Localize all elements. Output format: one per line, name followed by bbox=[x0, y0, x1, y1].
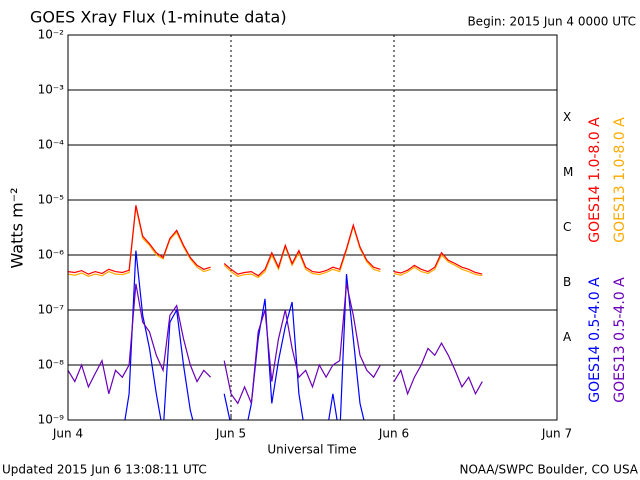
x-tick-label: Jun 6 bbox=[378, 427, 409, 441]
series-line bbox=[68, 205, 483, 277]
subtitle: Begin: 2015 Jun 4 0000 UTC bbox=[467, 15, 636, 29]
plot-lines bbox=[68, 205, 483, 420]
y-tick-label: 10⁻⁷ bbox=[38, 303, 65, 317]
y-tick-label: 10⁻⁴ bbox=[38, 138, 65, 152]
x-axis-label: Universal Time bbox=[267, 443, 356, 457]
flare-class-label: X bbox=[563, 110, 571, 124]
y-axis-label: Watts m⁻² bbox=[8, 187, 27, 268]
legend-entry: GOES14 1.0-8.0 A bbox=[587, 117, 603, 243]
flare-class-label: C bbox=[563, 220, 571, 234]
y-tick-label: 10⁻⁹ bbox=[38, 413, 65, 427]
flare-class-label: M bbox=[563, 165, 573, 179]
flare-class-label: A bbox=[563, 330, 572, 344]
y-tick-label: 10⁻² bbox=[38, 28, 65, 42]
flare-class-label: B bbox=[563, 275, 571, 289]
x-tick-label: Jun 5 bbox=[215, 427, 246, 441]
series-line bbox=[124, 250, 365, 420]
legend-entry: GOES13 1.0-8.0 A bbox=[612, 117, 628, 243]
labels: 10⁻⁹ 10⁻⁸ 10⁻⁷ 10⁻⁶ 10⁻⁵ 10⁻⁴ 10⁻³ 10⁻² Jun 4 Jun… bbox=[38, 28, 628, 441]
x-tick-label: Jun 7 bbox=[541, 427, 572, 441]
legend-entry: GOES14 0.5-4.0 A bbox=[587, 277, 603, 403]
y-tick-label: 10⁻⁶ bbox=[38, 248, 65, 262]
footer-right: NOAA/SWPC Boulder, CO USA bbox=[460, 463, 639, 477]
y-tick-label: 10⁻³ bbox=[38, 83, 65, 97]
footer-left: Updated 2015 Jun 6 13:08:11 UTC bbox=[2, 463, 207, 477]
x-tick-label: Jun 4 bbox=[52, 427, 83, 441]
chart-title: GOES Xray Flux (1-minute data) bbox=[30, 8, 287, 27]
plot-frame bbox=[67, 34, 558, 421]
y-tick-label: 10⁻⁸ bbox=[38, 358, 65, 372]
y-tick-label: 10⁻⁵ bbox=[38, 193, 65, 207]
series-line bbox=[68, 283, 483, 405]
legend-entry: GOES13 0.5-4.0 A bbox=[612, 277, 628, 403]
